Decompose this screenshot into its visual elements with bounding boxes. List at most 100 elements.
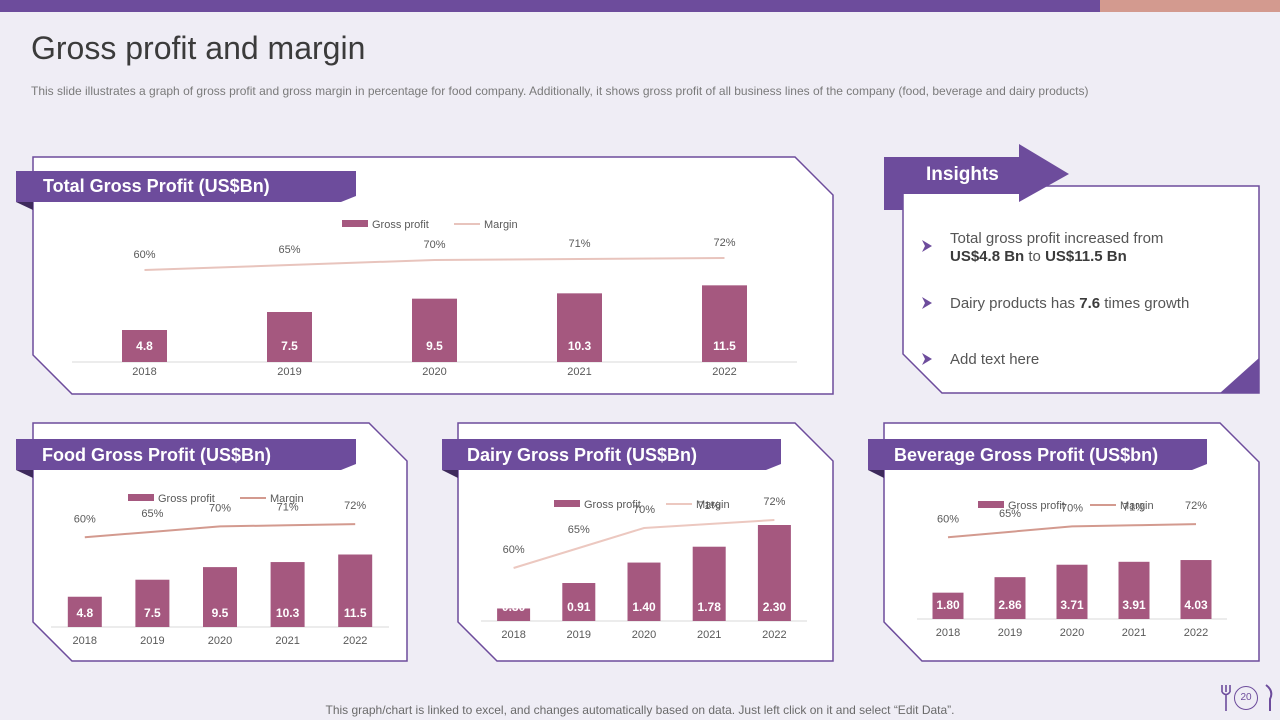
margin-value-label: 65% <box>568 524 590 536</box>
title-pill-fold <box>868 470 884 478</box>
chart-legend: Gross profit Margin <box>342 219 518 231</box>
insights-corner <box>1220 358 1259 393</box>
x-tick-label: 2019 <box>140 635 164 647</box>
bar-value-label: 1.78 <box>698 600 722 614</box>
bar-value-label: 11.5 <box>713 339 736 353</box>
margin-value-label: 71% <box>568 238 590 250</box>
bar-value-label: 2.86 <box>998 598 1022 612</box>
margin-line <box>947 523 1197 539</box>
bar-value-label: 10.3 <box>276 606 300 620</box>
fork-icon <box>1221 685 1231 711</box>
margin-value-label: 60% <box>937 513 959 525</box>
bar-2018 <box>67 596 102 627</box>
x-tick-label: 2018 <box>132 366 156 378</box>
knife-icon <box>1265 684 1273 711</box>
page-subtitle: This slide illustrates a graph of gross … <box>31 84 1089 98</box>
chart-title: Beverage Gross Profit (US$bn) <box>894 445 1158 465</box>
legend-bar-swatch <box>554 500 580 507</box>
bar-value-label: 4.8 <box>136 339 153 353</box>
title-pill <box>16 171 356 202</box>
legend-bar-label: Gross profit <box>372 219 429 231</box>
margin-value-label: 72% <box>713 237 735 249</box>
x-tick-label: 2019 <box>277 366 301 378</box>
x-tick-label: 2019 <box>567 629 591 641</box>
margin-value-label: 65% <box>278 244 300 256</box>
bar-value-label: 9.5 <box>426 339 443 353</box>
bar-2019 <box>562 583 596 621</box>
legend-bar-label: Gross profit <box>584 499 641 511</box>
margin-value-label: 65% <box>141 508 163 520</box>
bar-value-label: 3.91 <box>1122 598 1146 612</box>
bar-2021 <box>270 562 305 627</box>
food-gross-profit-panel: Food Gross Profit (US$Bn) 4.8 2018 7.5 2019… <box>16 422 408 662</box>
footer-note: This graph/chart is linked to excel, and… <box>325 703 955 717</box>
bar-2021 <box>1118 561 1150 619</box>
margin-value-label: 65% <box>999 508 1021 520</box>
bar-2022 <box>338 554 373 627</box>
chart-legend: Gross profit Margin <box>978 500 1154 512</box>
bar-value-label: 2.30 <box>763 600 787 614</box>
bar-2020 <box>412 298 457 362</box>
bar-2020 <box>203 567 237 627</box>
bar-value-label: 7.5 <box>144 606 161 620</box>
x-tick-label: 2021 <box>567 366 591 378</box>
legend-bar-label: Gross profit <box>158 493 215 505</box>
page-number: 20 <box>1234 686 1258 710</box>
x-tick-label: 2019 <box>998 627 1022 639</box>
legend-line-label: Margin <box>270 493 304 505</box>
bar-2019 <box>267 312 312 362</box>
bar-2021 <box>557 293 602 362</box>
bar-2022 <box>1180 560 1212 619</box>
title-pill <box>442 439 781 470</box>
insight-item-3: Add text here <box>950 351 1040 368</box>
total-gross-profit-chart: 4.8 2018 7.5 2019 9.5 2020 10.3 2021 11.5 2022 60%… <box>72 219 797 378</box>
x-tick-label: 2020 <box>422 366 446 378</box>
x-tick-label: 2021 <box>1122 627 1146 639</box>
top-accent-bar <box>0 0 1100 12</box>
beverage-gross-profit-panel: Beverage Gross Profit (US$bn) 1.80 2018 2.… <box>868 422 1260 662</box>
chart-legend: Gross profit Margin <box>554 499 730 511</box>
margin-value-label: 72% <box>344 500 366 512</box>
bar-value-label: 3.71 <box>1060 598 1084 612</box>
bar-2018 <box>122 330 167 362</box>
x-tick-label: 2022 <box>1184 627 1208 639</box>
beverage-gross-profit-chart: 1.80 2018 2.86 2019 3.71 2020 3.91 2021 4.03 2022… <box>917 500 1227 639</box>
x-tick-label: 2020 <box>1060 627 1084 639</box>
margin-line <box>513 519 775 569</box>
chart-title: Dairy Gross Profit (US$Bn) <box>467 445 697 465</box>
title-pill-fold <box>16 202 33 210</box>
legend-line-label: Margin <box>484 219 518 231</box>
insights-panel: Insights <box>884 144 1260 394</box>
bar-2019 <box>994 577 1026 619</box>
title-pill-fold <box>16 470 33 478</box>
bullet-arrow-icon <box>922 297 932 309</box>
x-tick-label: 2020 <box>208 635 232 647</box>
x-tick-label: 2021 <box>275 635 299 647</box>
panel-frame <box>32 156 834 395</box>
legend-line-label: Margin <box>1120 500 1154 512</box>
panel-frame <box>883 422 1260 662</box>
margin-value-label: 71% <box>698 500 720 512</box>
insight-item-2: Dairy products has 7.6 times growth <box>950 295 1190 312</box>
margin-value-label: 71% <box>1123 501 1145 513</box>
bar-2019 <box>135 579 170 627</box>
margin-value-label: 70% <box>633 504 655 516</box>
legend-bar-swatch <box>128 494 154 501</box>
x-tick-label: 2022 <box>343 635 367 647</box>
page-title: Gross profit and margin <box>31 30 366 66</box>
bar-value-label: 0.30 <box>502 600 526 614</box>
bullet-arrow-icon <box>922 240 932 252</box>
title-pill-fold <box>442 470 458 478</box>
bar-2022 <box>702 285 747 362</box>
margin-line <box>84 523 356 539</box>
x-tick-label: 2018 <box>501 629 525 641</box>
margin-line <box>144 257 725 271</box>
legend-bar-swatch <box>978 501 1004 508</box>
bar-value-label: 1.40 <box>632 600 656 614</box>
x-tick-label: 2018 <box>73 635 97 647</box>
insights-arrow-tab <box>884 144 1069 210</box>
title-pill <box>868 439 1207 470</box>
bar-value-label: 4.03 <box>1184 598 1208 612</box>
margin-value-label: 60% <box>503 544 525 556</box>
bar-2020 <box>627 562 661 621</box>
